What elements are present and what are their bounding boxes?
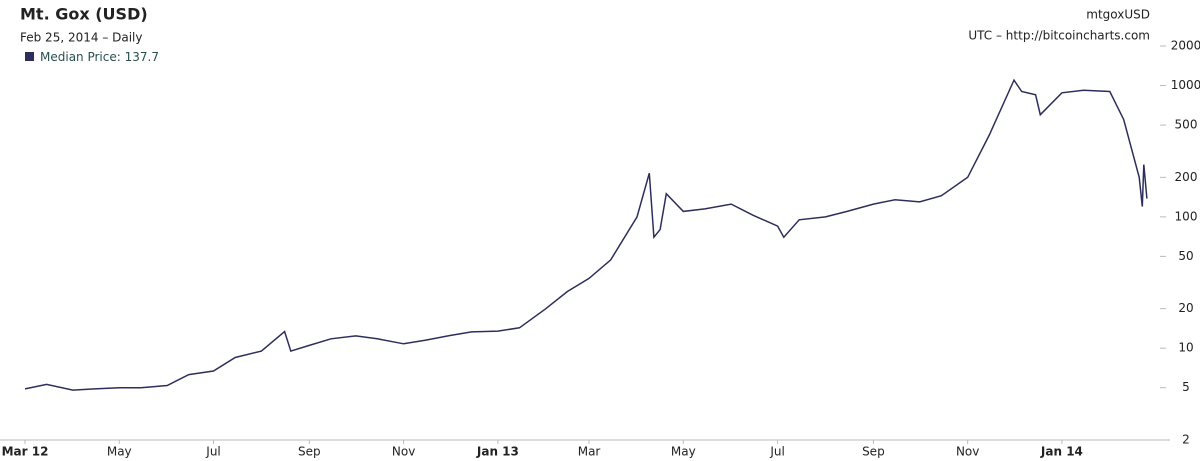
x-tick-label: Nov bbox=[392, 445, 415, 459]
source: UTC – http://bitcoincharts.com bbox=[968, 29, 1150, 43]
x-tick-label: Nov bbox=[956, 445, 979, 459]
legend-swatch bbox=[25, 52, 34, 61]
x-tick-label: May bbox=[107, 445, 132, 459]
y-tick-label: 50 bbox=[1178, 249, 1193, 263]
chart-title: Mt. Gox (USD) bbox=[20, 5, 148, 24]
price-line bbox=[24, 78, 1148, 391]
y-tick-label: 100 bbox=[1175, 209, 1198, 223]
y-tick-label: 500 bbox=[1175, 118, 1198, 132]
y-tick-label: 20 bbox=[1178, 301, 1193, 315]
y-tick-label: 200 bbox=[1175, 170, 1198, 184]
legend-text: Median Price: 137.7 bbox=[40, 50, 159, 64]
x-tick-label: Jul bbox=[769, 445, 784, 459]
x-tick-label: Mar bbox=[578, 445, 601, 459]
x-tick-label: Sep bbox=[862, 445, 885, 459]
y-tick-label: 2 bbox=[1182, 433, 1190, 447]
x-tick-label: Mar 12 bbox=[2, 445, 49, 459]
x-tick-label: Jul bbox=[205, 445, 220, 459]
chart-subtitle: Feb 25, 2014 – Daily bbox=[20, 31, 143, 45]
legend-name: Median Price: bbox=[40, 50, 121, 64]
y-tick-label: 1000 bbox=[1171, 78, 1200, 92]
y-tick-label: 2000 bbox=[1171, 39, 1200, 53]
legend-value: 137.7 bbox=[125, 50, 159, 64]
x-tick-label: Jan 13 bbox=[476, 445, 519, 459]
symbol: mtgoxUSD bbox=[1086, 8, 1150, 22]
y-tick-label: 5 bbox=[1182, 380, 1190, 394]
x-tick-label: May bbox=[671, 445, 696, 459]
x-tick-label: Jan 14 bbox=[1040, 445, 1083, 459]
x-tick-label: Sep bbox=[298, 445, 321, 459]
y-tick-label: 10 bbox=[1178, 341, 1193, 355]
